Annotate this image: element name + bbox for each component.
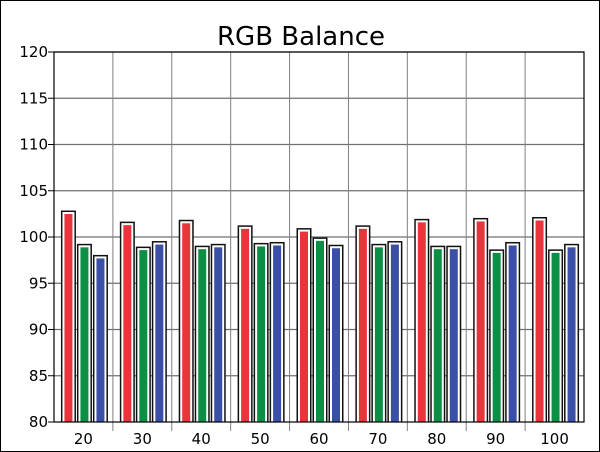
bar: [241, 228, 250, 422]
y-tick-label: 105: [19, 182, 48, 200]
bar: [198, 249, 207, 422]
y-tick-label: 115: [19, 89, 48, 107]
y-tick-label: 95: [29, 274, 48, 292]
x-tick-label: 40: [192, 430, 211, 448]
bar: [492, 252, 501, 422]
tick-labels: 80 85 90 95 100 105 110 115 120 20 30 40 50 60 70 80 90 1…: [19, 43, 569, 448]
bar: [374, 247, 383, 422]
x-tick-label: 80: [427, 430, 446, 448]
bar: [567, 247, 576, 422]
bar: [535, 220, 544, 422]
y-tick-label: 110: [19, 136, 48, 154]
bar: [332, 248, 340, 422]
bar: [316, 240, 324, 422]
bar: [433, 249, 442, 422]
bar: [257, 246, 266, 422]
bar: [123, 225, 132, 422]
axes: [48, 51, 585, 423]
bar: [64, 214, 73, 422]
y-tick-label: 100: [19, 228, 48, 246]
bar: [476, 221, 485, 422]
x-tick-label: 50: [251, 430, 270, 448]
bar: [214, 247, 223, 422]
bar: [182, 223, 191, 422]
bar: [96, 258, 105, 422]
bar: [300, 231, 308, 422]
x-tick-label: 60: [309, 430, 328, 448]
bar: [80, 247, 89, 422]
x-tick-label: 90: [486, 430, 505, 448]
bar: [508, 245, 517, 422]
y-tick-label: 90: [29, 321, 48, 339]
bar: [155, 244, 164, 422]
x-tick-label: 30: [133, 430, 152, 448]
bar: [139, 250, 148, 422]
y-tick-label: 85: [29, 367, 48, 385]
x-tick-label: 20: [74, 430, 93, 448]
chart-title: RGB Balance: [217, 22, 385, 52]
x-tick-label: 100: [540, 430, 569, 448]
bar: [390, 244, 399, 422]
bar: [273, 245, 282, 422]
plot-border: [53, 51, 585, 423]
bar: [449, 249, 458, 422]
bar: [551, 252, 560, 422]
bar: [417, 222, 426, 422]
y-tick-label: 80: [29, 413, 48, 431]
y-tick-label: 120: [19, 43, 48, 61]
x-tick-label: 70: [368, 430, 387, 448]
bars: [60, 210, 580, 422]
bar: [358, 228, 367, 422]
